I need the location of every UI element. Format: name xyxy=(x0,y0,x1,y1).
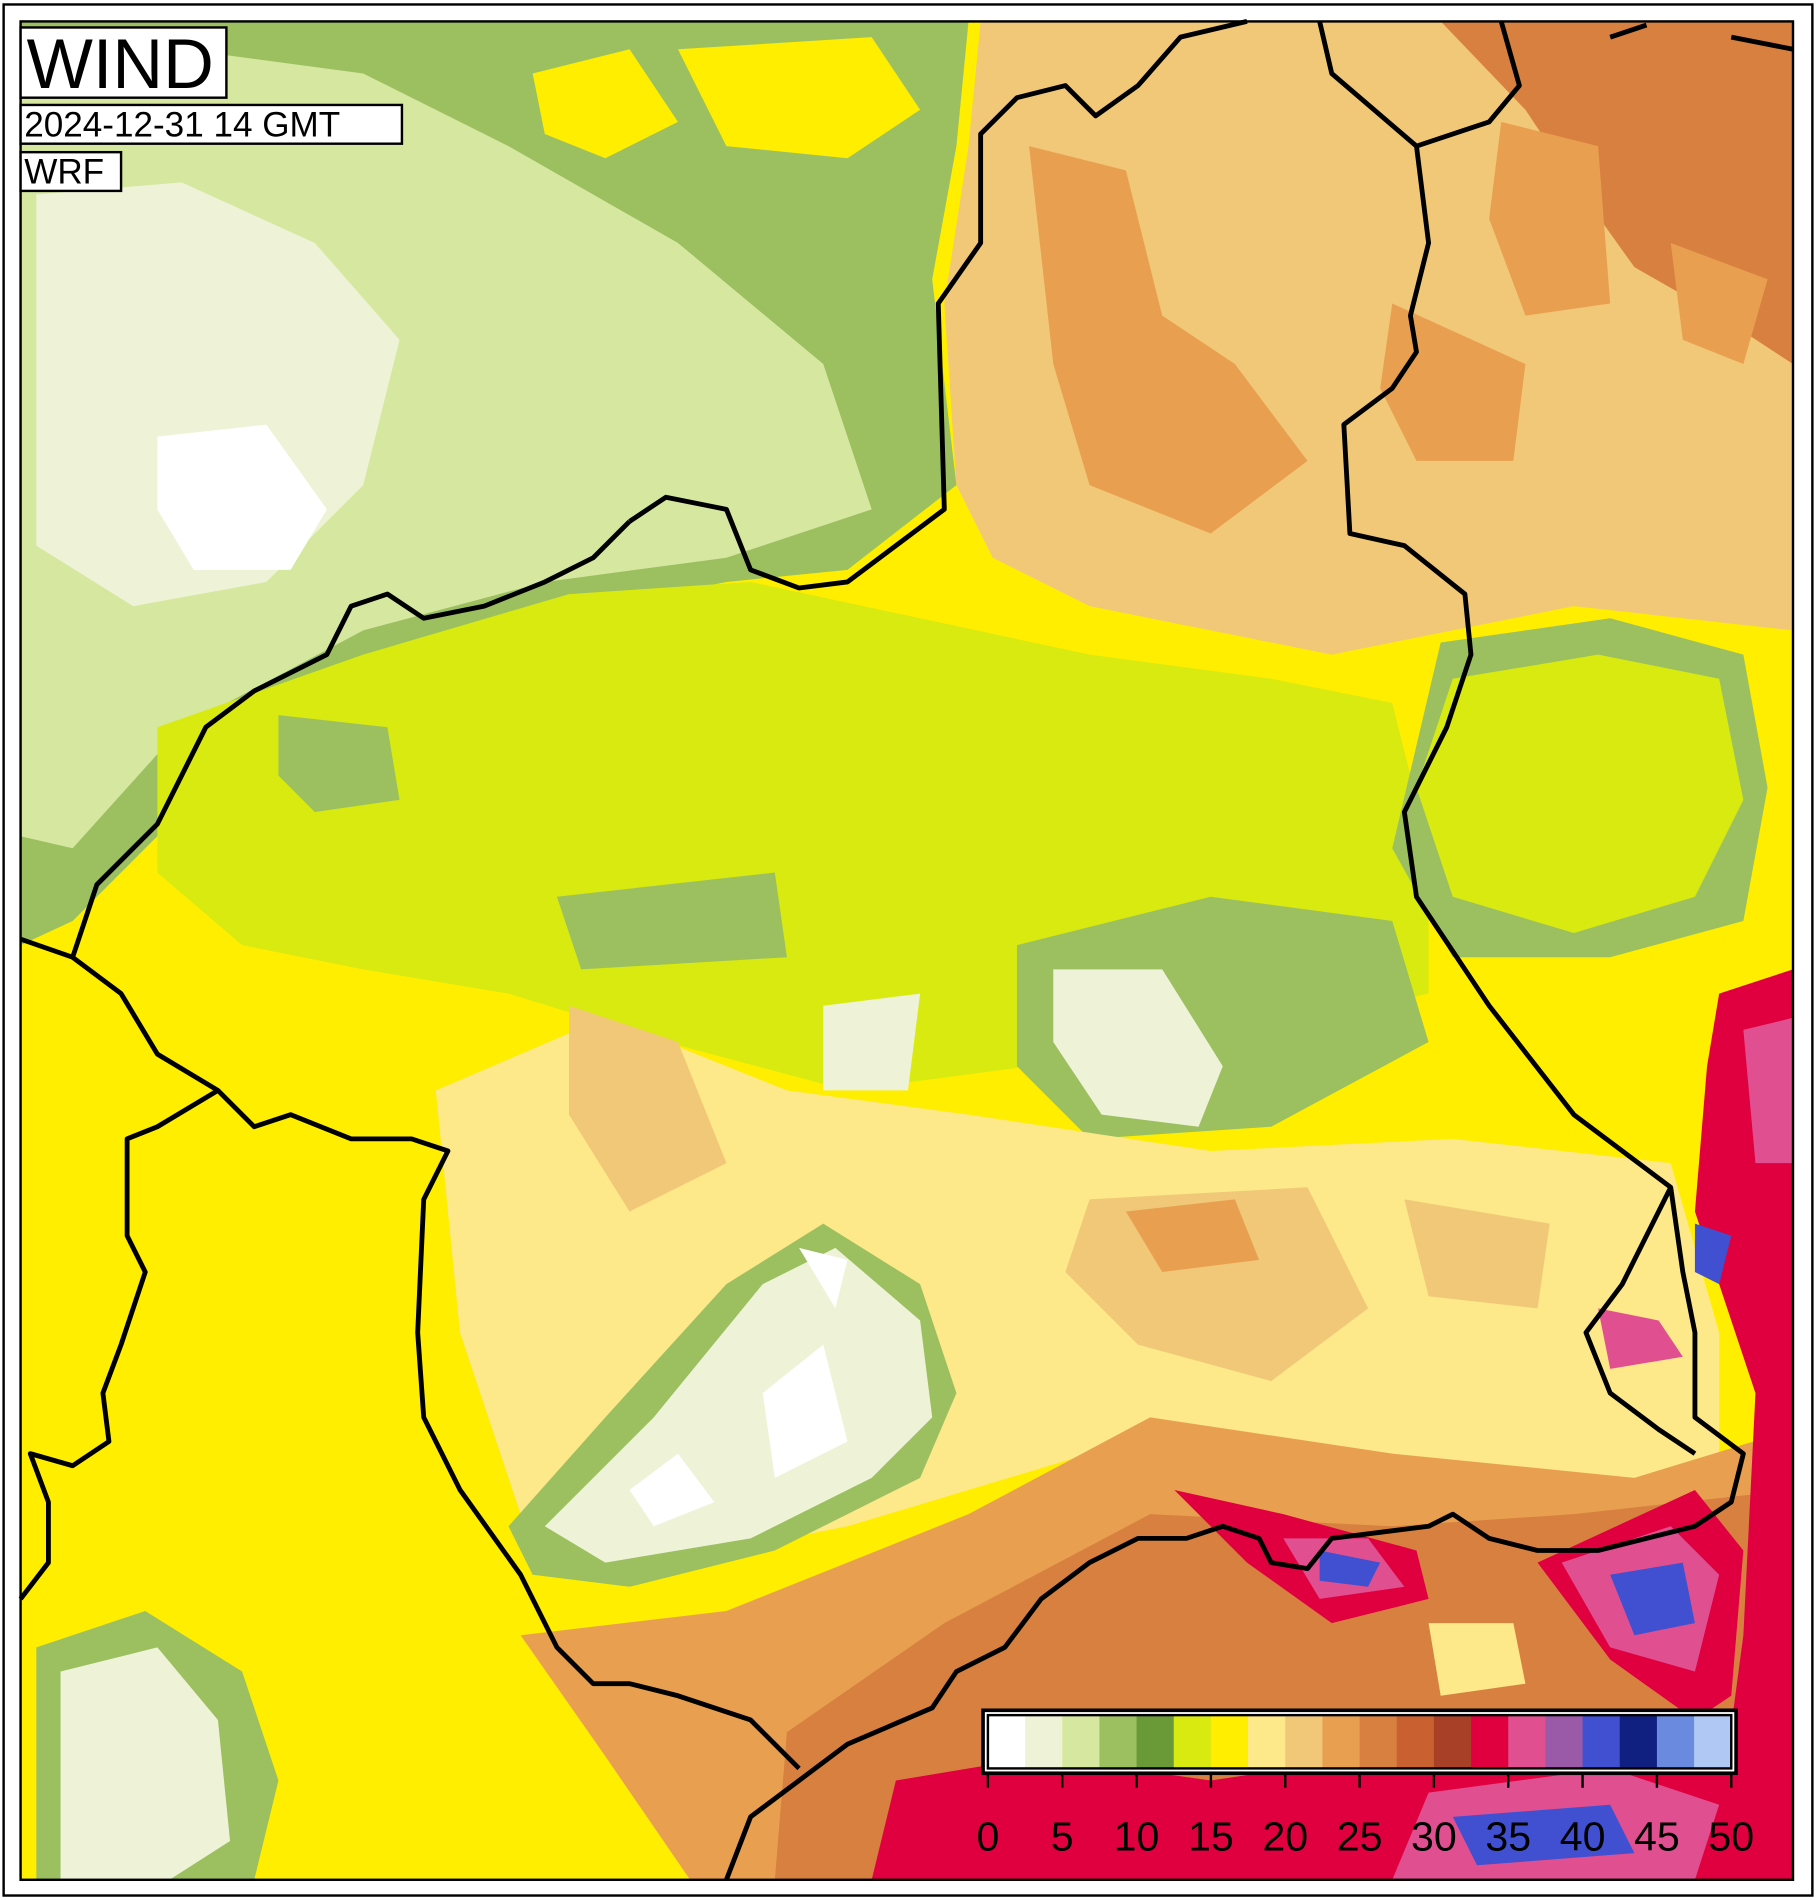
colorbar: 0 5 10 15 20 25 30 35 40 45 50 xyxy=(976,1708,1754,1860)
colorbar-tick-label: 5 xyxy=(1051,1814,1074,1860)
field-red xyxy=(871,969,1793,1880)
border-line xyxy=(1583,1186,1697,1456)
field-yellow-patch xyxy=(532,37,921,159)
colorbar-outline xyxy=(986,1713,1733,1770)
colorbar-tick-label: 40 xyxy=(1560,1814,1606,1860)
colorbar-tick-label: 0 xyxy=(976,1814,999,1860)
colorbar-tick-label: 15 xyxy=(1188,1814,1234,1860)
colorbar-band xyxy=(1173,1715,1212,1769)
title-box xyxy=(19,26,228,99)
colorbar-band xyxy=(1545,1715,1584,1769)
field-orange3 xyxy=(1125,1199,1260,1273)
valid-time: 2024-12-31 14 GMT xyxy=(24,105,340,144)
border-line xyxy=(628,19,1248,591)
colorbar-band xyxy=(1582,1715,1621,1769)
field-pale2 xyxy=(823,969,1223,1127)
border-line xyxy=(71,955,801,1771)
field-tan2 xyxy=(569,1005,1550,1381)
colorbar-band xyxy=(1359,1715,1398,1769)
field-white xyxy=(157,424,327,570)
colorbar-band xyxy=(1062,1715,1101,1769)
colorbar-band xyxy=(1025,1715,1063,1769)
border-line xyxy=(1415,20,1522,149)
colorbar-band xyxy=(1248,1715,1286,1769)
colorbar-tick-label: 30 xyxy=(1411,1814,1457,1860)
border-line xyxy=(18,1088,220,1601)
colorbar-band xyxy=(1471,1715,1509,1769)
colorbar-tick-label: 35 xyxy=(1485,1814,1531,1860)
field-orange2 xyxy=(1489,121,1768,365)
colorbar-band xyxy=(1285,1715,1324,1769)
colorbar-band xyxy=(1396,1715,1435,1769)
colorbar-band xyxy=(1433,1715,1472,1769)
map-title: WIND xyxy=(27,24,214,103)
field-white2 xyxy=(629,1247,848,1527)
colorbar-tick-label: 25 xyxy=(1337,1814,1383,1860)
colorbar-band xyxy=(1210,1715,1249,1769)
colorbar-band xyxy=(1136,1715,1175,1769)
field-yellowgreen2 xyxy=(1416,654,1744,934)
colorbar-tick-label: 50 xyxy=(1708,1814,1754,1860)
model-box xyxy=(19,150,123,193)
labels: WIND 2024-12-31 14 GMT WRF xyxy=(19,24,404,193)
field-lighttan2 xyxy=(1428,1623,1526,1696)
border-line xyxy=(1609,22,1794,52)
wind-field xyxy=(20,21,1793,1880)
colorbar-tick-label: 10 xyxy=(1114,1814,1160,1860)
borders xyxy=(18,19,1794,1881)
colorbar-band xyxy=(1322,1715,1361,1769)
colorbar-band xyxy=(1694,1715,1732,1769)
field-orange xyxy=(1029,146,1526,534)
field-pale4 xyxy=(60,1647,231,1880)
colorbar-tick-label: 20 xyxy=(1262,1814,1308,1860)
colorbar-band xyxy=(1656,1715,1695,1769)
colorbar-band xyxy=(1619,1715,1658,1769)
map-frame xyxy=(19,20,1795,1882)
border-line xyxy=(19,519,632,960)
model-name: WRF xyxy=(24,153,104,192)
time-box xyxy=(19,103,404,145)
colorbar-tick-label: 45 xyxy=(1634,1814,1680,1860)
colorbar-band xyxy=(1099,1715,1138,1769)
border-line xyxy=(724,20,1746,1881)
colorbar-band xyxy=(1508,1715,1547,1769)
colorbar-band xyxy=(987,1715,1026,1769)
